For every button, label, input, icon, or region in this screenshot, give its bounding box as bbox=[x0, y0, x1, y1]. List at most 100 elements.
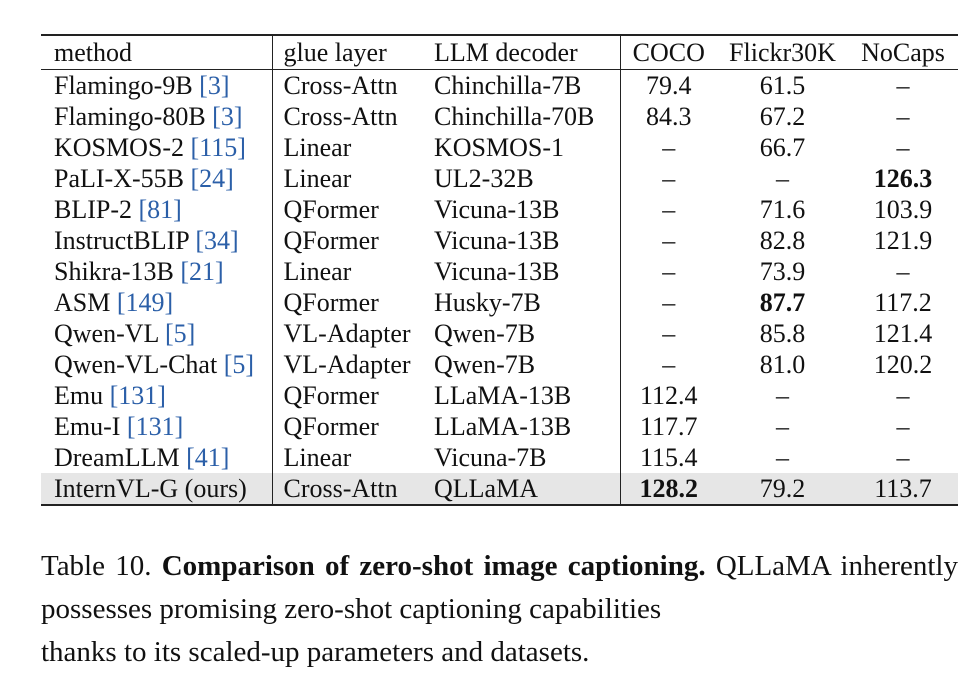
cell-coco: – bbox=[619, 287, 717, 318]
cell-llm-decoder: LLaMA-13B bbox=[434, 381, 572, 410]
table-row: KOSMOS-2 [115] Linear KOSMOS-1–66.7– bbox=[41, 132, 958, 163]
cell-method: PaLI-X-55B [24] bbox=[41, 163, 272, 194]
table-header-row: method glue layer LLM decoder COCO Flick… bbox=[41, 35, 958, 70]
cell-flickr30k: 87.7 bbox=[759, 288, 806, 317]
cell-nocaps: 117.2 bbox=[874, 288, 932, 317]
citation-link[interactable]: [131] bbox=[109, 381, 166, 410]
cell-coco: 128.2 bbox=[619, 473, 717, 505]
citation-link[interactable]: [41] bbox=[186, 443, 230, 472]
header-nocaps: NoCaps bbox=[861, 38, 945, 67]
cell-method: KOSMOS-2 [115] bbox=[41, 132, 272, 163]
cell-method: ASM [149] bbox=[41, 287, 272, 318]
cell-glue-layer: Linear bbox=[271, 132, 424, 163]
cell-llm-decoder: KOSMOS-1 bbox=[434, 133, 565, 162]
cell-coco: – bbox=[619, 256, 717, 287]
citation-link[interactable]: [24] bbox=[190, 164, 234, 193]
cell-method: BLIP-2 [81] bbox=[41, 194, 272, 225]
cell-flickr30k: 85.8 bbox=[759, 319, 806, 348]
cell-glue-layer: QFormer bbox=[271, 194, 424, 225]
cell-glue-layer: Linear bbox=[271, 163, 424, 194]
method-name: Qwen-VL bbox=[54, 319, 159, 348]
table-row: DreamLLM [41] Linear Vicuna-7B 115.4– – bbox=[41, 442, 958, 473]
caption-body-line1: QLLaMA inherently possesses promising ze… bbox=[41, 550, 958, 625]
cell-method: Qwen-VL-Chat [5] bbox=[41, 349, 272, 380]
cell-method: Emu [131] bbox=[41, 380, 272, 411]
table-row: Emu [131] QFormer LLaMA-13B 112.4– – bbox=[41, 380, 958, 411]
cell-llm-decoder: Vicuna-13B bbox=[434, 195, 560, 224]
table-row: ASM [149] QFormer Husky-7B –87.7 117.2 bbox=[41, 287, 958, 318]
cell-glue-layer: Cross-Attn bbox=[271, 101, 424, 132]
citation-link[interactable]: [34] bbox=[195, 226, 239, 255]
citation-link[interactable]: [5] bbox=[223, 350, 255, 379]
cell-glue-layer: QFormer bbox=[271, 411, 424, 442]
cell-glue-layer: VL-Adapter bbox=[271, 318, 424, 349]
table-row: BLIP-2 [81] QFormer Vicuna-13B –71.6 103.9 bbox=[41, 194, 958, 225]
caption-line-1: Table 10. Comparison of zero-shot image … bbox=[41, 545, 958, 631]
cell-llm-decoder: QLLaMA bbox=[424, 473, 620, 505]
cell-flickr30k: – bbox=[776, 164, 789, 193]
cell-flickr30k: – bbox=[776, 412, 789, 441]
cell-llm-decoder: Vicuna-13B bbox=[434, 257, 560, 286]
citation-link[interactable]: [131] bbox=[126, 412, 184, 441]
cell-llm-decoder: Chinchilla-7B bbox=[434, 71, 582, 100]
cell-flickr30k: 66.7 bbox=[759, 133, 806, 162]
cell-glue-layer: Linear bbox=[271, 256, 424, 287]
cell-nocaps: 120.2 bbox=[873, 350, 933, 379]
cell-llm-decoder: Husky-7B bbox=[434, 288, 541, 317]
header-method: method bbox=[54, 38, 132, 67]
method-name: Flamingo-9B bbox=[54, 71, 193, 100]
table-row: InternVL-G (ours) Cross-Attn QLLaMA 128.2 79… bbox=[41, 473, 958, 505]
method-name: Emu-I bbox=[54, 412, 121, 441]
cell-method: InstructBLIP [34] bbox=[41, 225, 272, 256]
cell-flickr30k: 61.5 bbox=[759, 71, 806, 100]
cell-nocaps: 113.7 bbox=[848, 473, 958, 505]
cell-coco: 117.7 bbox=[619, 411, 717, 442]
cell-coco: – bbox=[619, 318, 717, 349]
cell-method: DreamLLM [41] bbox=[41, 442, 272, 473]
cell-glue-layer: QFormer bbox=[271, 225, 424, 256]
citation-link[interactable]: [21] bbox=[180, 257, 224, 286]
cell-coco: 112.4 bbox=[619, 380, 717, 411]
method-name: ASM bbox=[54, 288, 111, 317]
table-row: Qwen-VL-Chat [5] VL-Adapter Qwen-7B –81.0 12… bbox=[41, 349, 958, 380]
citation-link[interactable]: [3] bbox=[199, 71, 230, 100]
table-caption: Table 10. Comparison of zero-shot image … bbox=[41, 545, 958, 674]
citation-link[interactable]: [3] bbox=[212, 102, 243, 131]
cell-glue-layer: Cross-Attn bbox=[271, 69, 424, 101]
table-row: Flamingo-9B [3] Cross-Attn Chinchilla-7B 79… bbox=[41, 69, 958, 102]
cell-llm-decoder: LLaMA-13B bbox=[434, 412, 572, 441]
cell-nocaps: – bbox=[896, 257, 910, 286]
cell-coco: – bbox=[619, 225, 717, 256]
cell-nocaps: – bbox=[896, 381, 910, 410]
cell-flickr30k: 67.2 bbox=[759, 102, 806, 131]
cell-llm-decoder: Vicuna-7B bbox=[434, 443, 547, 472]
cell-flickr30k: 81.0 bbox=[759, 350, 806, 379]
table-row: PaLI-X-55B [24] Linear UL2-32B – –126.3 bbox=[41, 163, 958, 194]
cell-glue-layer: Cross-Attn bbox=[271, 473, 424, 505]
cell-nocaps: – bbox=[896, 412, 910, 441]
cell-nocaps: 121.4 bbox=[873, 319, 933, 348]
cell-llm-decoder: UL2-32B bbox=[434, 164, 534, 193]
zero-shot-captioning-table: method glue layer LLM decoder COCO Flick… bbox=[41, 34, 958, 506]
citation-link[interactable]: [5] bbox=[164, 319, 196, 348]
cell-flickr30k: – bbox=[776, 443, 789, 472]
method-name: InternVL-G (ours) bbox=[54, 474, 247, 503]
table-row: Emu-I [131] QFormer LLaMA-13B 117.7– – bbox=[41, 411, 958, 442]
cell-method: Flamingo-9B [3] bbox=[41, 70, 272, 102]
cell-nocaps: 121.9 bbox=[873, 226, 933, 255]
table-row: Shikra-13B [21] Linear Vicuna-13B –73.9– bbox=[41, 256, 958, 287]
header-flickr30k: Flickr30K bbox=[729, 38, 836, 67]
header-glue-layer: glue layer bbox=[271, 35, 424, 70]
cell-flickr30k: 79.2 bbox=[717, 473, 848, 505]
cell-method: Emu-I [131] bbox=[41, 411, 272, 442]
cell-glue-layer: QFormer bbox=[271, 287, 424, 318]
method-name: Shikra-13B bbox=[54, 257, 174, 286]
citation-link[interactable]: [81] bbox=[138, 195, 182, 224]
cell-flickr30k: 71.6 bbox=[759, 195, 806, 224]
citation-link[interactable]: [149] bbox=[116, 288, 174, 317]
cell-glue-layer: VL-Adapter bbox=[271, 349, 424, 380]
method-name: Flamingo-80B bbox=[54, 102, 206, 131]
cell-coco: 84.3 bbox=[619, 101, 717, 132]
citation-link[interactable]: [115] bbox=[190, 133, 246, 162]
caption-body-line2: thanks to its scaled-up parameters and d… bbox=[41, 636, 590, 668]
